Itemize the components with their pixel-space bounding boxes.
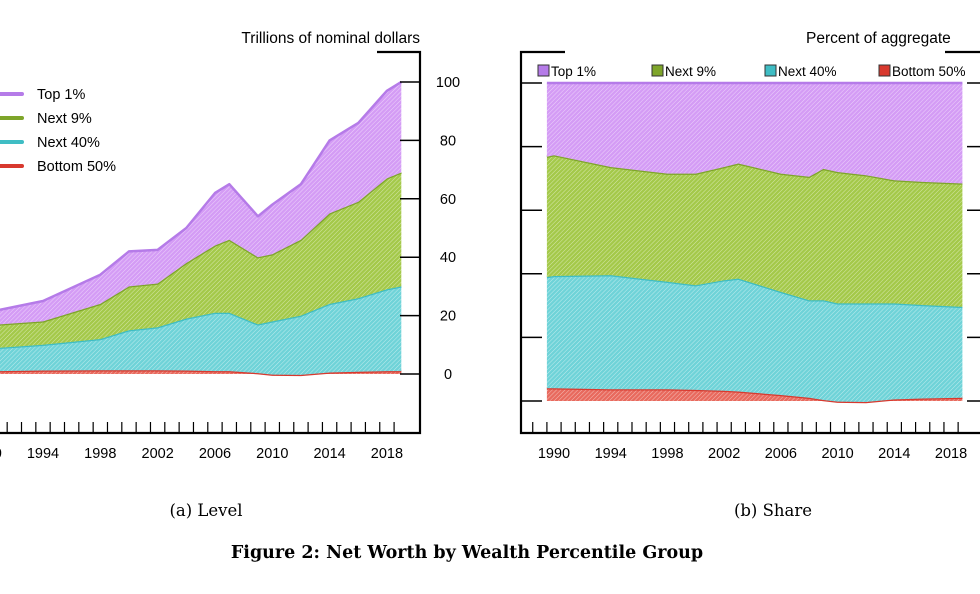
- share-legend: Top 1% Next 9% Next 40% Bottom 50%: [537, 64, 966, 79]
- x-tick-label: 2014: [313, 446, 345, 462]
- legend-label-next9: Next 9%: [665, 64, 716, 79]
- legend-label-bottom50: Bottom 50%: [892, 64, 966, 79]
- x-tick-label: 2002: [142, 446, 174, 462]
- x-tick-label: 1990: [538, 446, 570, 462]
- area-bottom50: [546, 388, 963, 402]
- x-tick-label: 1990: [0, 446, 2, 462]
- x-tick-label: 2018: [371, 446, 403, 462]
- legend-label-bottom50: Bottom 50%: [37, 159, 116, 175]
- x-tick-label: 2002: [708, 446, 740, 462]
- x-tick-label: 2010: [821, 446, 853, 462]
- area-next40: [0, 286, 402, 375]
- share-axes-frame: [519, 50, 980, 435]
- legend-box-next40: [764, 64, 777, 77]
- figure-caption: Figure 2: Net Worth by Wealth Percentile…: [231, 543, 703, 563]
- level-unit-label: Trillions of nominal dollars: [241, 30, 420, 47]
- line-top1: [0, 80, 402, 312]
- area-top1: [546, 83, 963, 184]
- x-tick-label: 1994: [595, 446, 627, 462]
- y-tick-label: 20: [440, 309, 456, 325]
- level-legend: Top 1% Next 9% Next 40% Bottom 50%: [0, 87, 116, 175]
- chart-share: 1990 1994 1998 2002 2006 2010 2014 2018: [519, 50, 980, 462]
- x-tick-label: 2018: [935, 446, 967, 462]
- legend-label-top1: Top 1%: [37, 87, 85, 103]
- legend-label-next40: Next 40%: [37, 135, 100, 151]
- x-tick-label: 2006: [199, 446, 231, 462]
- subfigure-caption-b: (b) Share: [734, 501, 812, 520]
- legend-label-top1: Top 1%: [551, 64, 596, 79]
- area-top1: [0, 82, 402, 325]
- chart-level: 0 20 40 60 80 100 1990 1994 1998 2002 2006 2010 2014…: [0, 50, 460, 462]
- share-unit-label: Percent of aggregate: [806, 30, 951, 47]
- subfigure-caption-a: (a) Level: [169, 501, 242, 520]
- x-tick-label: 1994: [27, 446, 59, 462]
- legend-label-next40: Next 40%: [778, 64, 837, 79]
- y-tick-label: 60: [440, 192, 456, 208]
- x-tick-label: 2010: [256, 446, 288, 462]
- x-tick-label: 1998: [651, 446, 683, 462]
- y-tick-label: 80: [440, 133, 456, 149]
- area-next40: [546, 275, 963, 402]
- legend-label-next9: Next 9%: [37, 111, 92, 127]
- x-tick-label: 2006: [765, 446, 797, 462]
- x-tick-label: 1998: [84, 446, 116, 462]
- y-tick-label: 0: [444, 367, 452, 383]
- legend-box-top1: [537, 64, 550, 77]
- legend-box-next9: [651, 64, 664, 77]
- area-next9: [546, 155, 963, 307]
- y-tick-label: 100: [436, 75, 460, 91]
- y-tick-label: 40: [440, 250, 456, 266]
- x-tick-label: 2014: [878, 446, 910, 462]
- legend-box-bottom50: [878, 64, 891, 77]
